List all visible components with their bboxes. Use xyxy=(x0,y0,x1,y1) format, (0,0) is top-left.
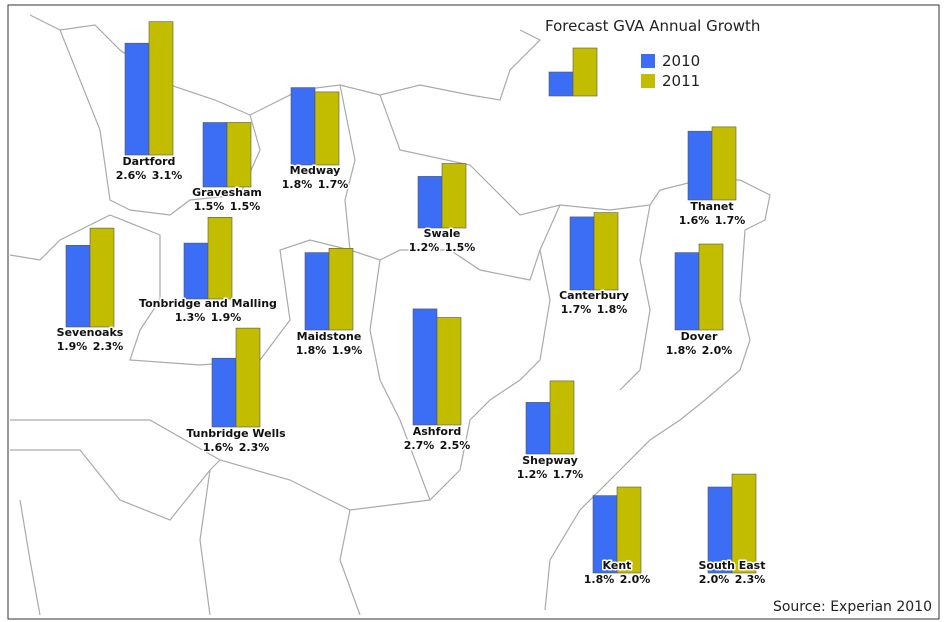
legend-swatch xyxy=(641,74,655,88)
value-label: 1.6% xyxy=(203,441,234,454)
map-outlines xyxy=(9,14,771,616)
value-label: 1.7% xyxy=(715,214,746,227)
region-label: Gravesham xyxy=(192,186,262,199)
region-label: Thanet xyxy=(690,200,733,213)
legend-label: 2011 xyxy=(662,72,700,90)
region-label: Medway xyxy=(290,164,341,177)
value-label: 2.3% xyxy=(93,340,124,353)
value-label: 1.7% xyxy=(318,178,349,191)
bar xyxy=(417,176,443,229)
bar xyxy=(328,248,354,331)
value-label: 1.9% xyxy=(211,311,242,324)
bar xyxy=(202,122,228,188)
bar xyxy=(124,42,150,156)
bar xyxy=(593,212,619,291)
region-label: Dartford xyxy=(123,155,176,168)
value-label: 1.3% xyxy=(175,311,206,324)
value-label: 1.8% xyxy=(282,178,313,191)
bar xyxy=(436,317,462,426)
region-label: Sevenoaks xyxy=(57,326,124,339)
bar xyxy=(183,242,209,300)
bar xyxy=(687,130,713,201)
bar xyxy=(226,122,252,188)
value-label: 1.6% xyxy=(679,214,710,227)
value-label: 3.1% xyxy=(152,169,183,182)
value-label: 1.8% xyxy=(597,303,628,316)
legend-label: 2010 xyxy=(662,52,700,70)
bar xyxy=(441,163,467,229)
legend-title: Forecast GVA Annual Growth xyxy=(545,17,760,35)
region-label: Tonbridge and Malling xyxy=(139,297,277,310)
legend-icon xyxy=(572,47,598,97)
value-label: 1.8% xyxy=(296,344,327,357)
region-label: Shepway xyxy=(522,454,578,467)
region-label: Ashford xyxy=(413,425,462,438)
bar xyxy=(616,486,642,574)
value-label: 1.9% xyxy=(57,340,88,353)
value-label: 1.9% xyxy=(332,344,363,357)
value-label: 1.5% xyxy=(230,200,261,213)
value-label: 2.3% xyxy=(735,573,766,586)
bar xyxy=(592,495,618,574)
source: Source: Experian 2010 xyxy=(773,599,932,615)
region-label: Canterbury xyxy=(559,289,629,302)
bar xyxy=(525,402,551,455)
bar xyxy=(314,91,340,166)
value-label: 2.3% xyxy=(239,441,270,454)
legend-icon xyxy=(548,71,574,97)
region-label: Swale xyxy=(424,227,461,240)
value-label: 2.0% xyxy=(702,344,733,357)
bar xyxy=(65,245,91,328)
bar xyxy=(89,227,115,328)
bar xyxy=(412,308,438,426)
value-label: 1.8% xyxy=(584,573,615,586)
bar xyxy=(707,486,733,574)
value-label: 1.5% xyxy=(445,241,476,254)
bar xyxy=(549,380,575,455)
value-label: 1.7% xyxy=(553,468,584,481)
bar xyxy=(148,21,174,156)
value-label: 2.7% xyxy=(404,439,435,452)
region-label: Kent xyxy=(603,559,632,572)
value-label: 1.2% xyxy=(517,468,548,481)
value-label: 1.7% xyxy=(561,303,592,316)
bar xyxy=(731,473,757,574)
legend-swatch xyxy=(641,54,655,68)
bar xyxy=(711,126,737,201)
value-label: 2.0% xyxy=(620,573,651,586)
value-label: 2.0% xyxy=(699,573,730,586)
bar xyxy=(304,252,330,331)
bar xyxy=(211,357,237,428)
bar xyxy=(698,243,724,331)
value-label: 2.6% xyxy=(116,169,147,182)
bar xyxy=(290,87,316,166)
bar xyxy=(207,217,233,300)
bar xyxy=(674,252,700,331)
region-label: South East xyxy=(699,559,766,572)
value-label: 1.8% xyxy=(666,344,697,357)
value-label: 1.2% xyxy=(409,241,440,254)
bar xyxy=(569,216,595,291)
bar xyxy=(235,327,261,428)
value-label: 2.5% xyxy=(440,439,471,452)
region-label: Maidstone xyxy=(297,330,362,343)
region-label: Dover xyxy=(681,330,718,343)
value-label: 1.5% xyxy=(194,200,225,213)
region-label: Tunbridge Wells xyxy=(186,427,286,440)
